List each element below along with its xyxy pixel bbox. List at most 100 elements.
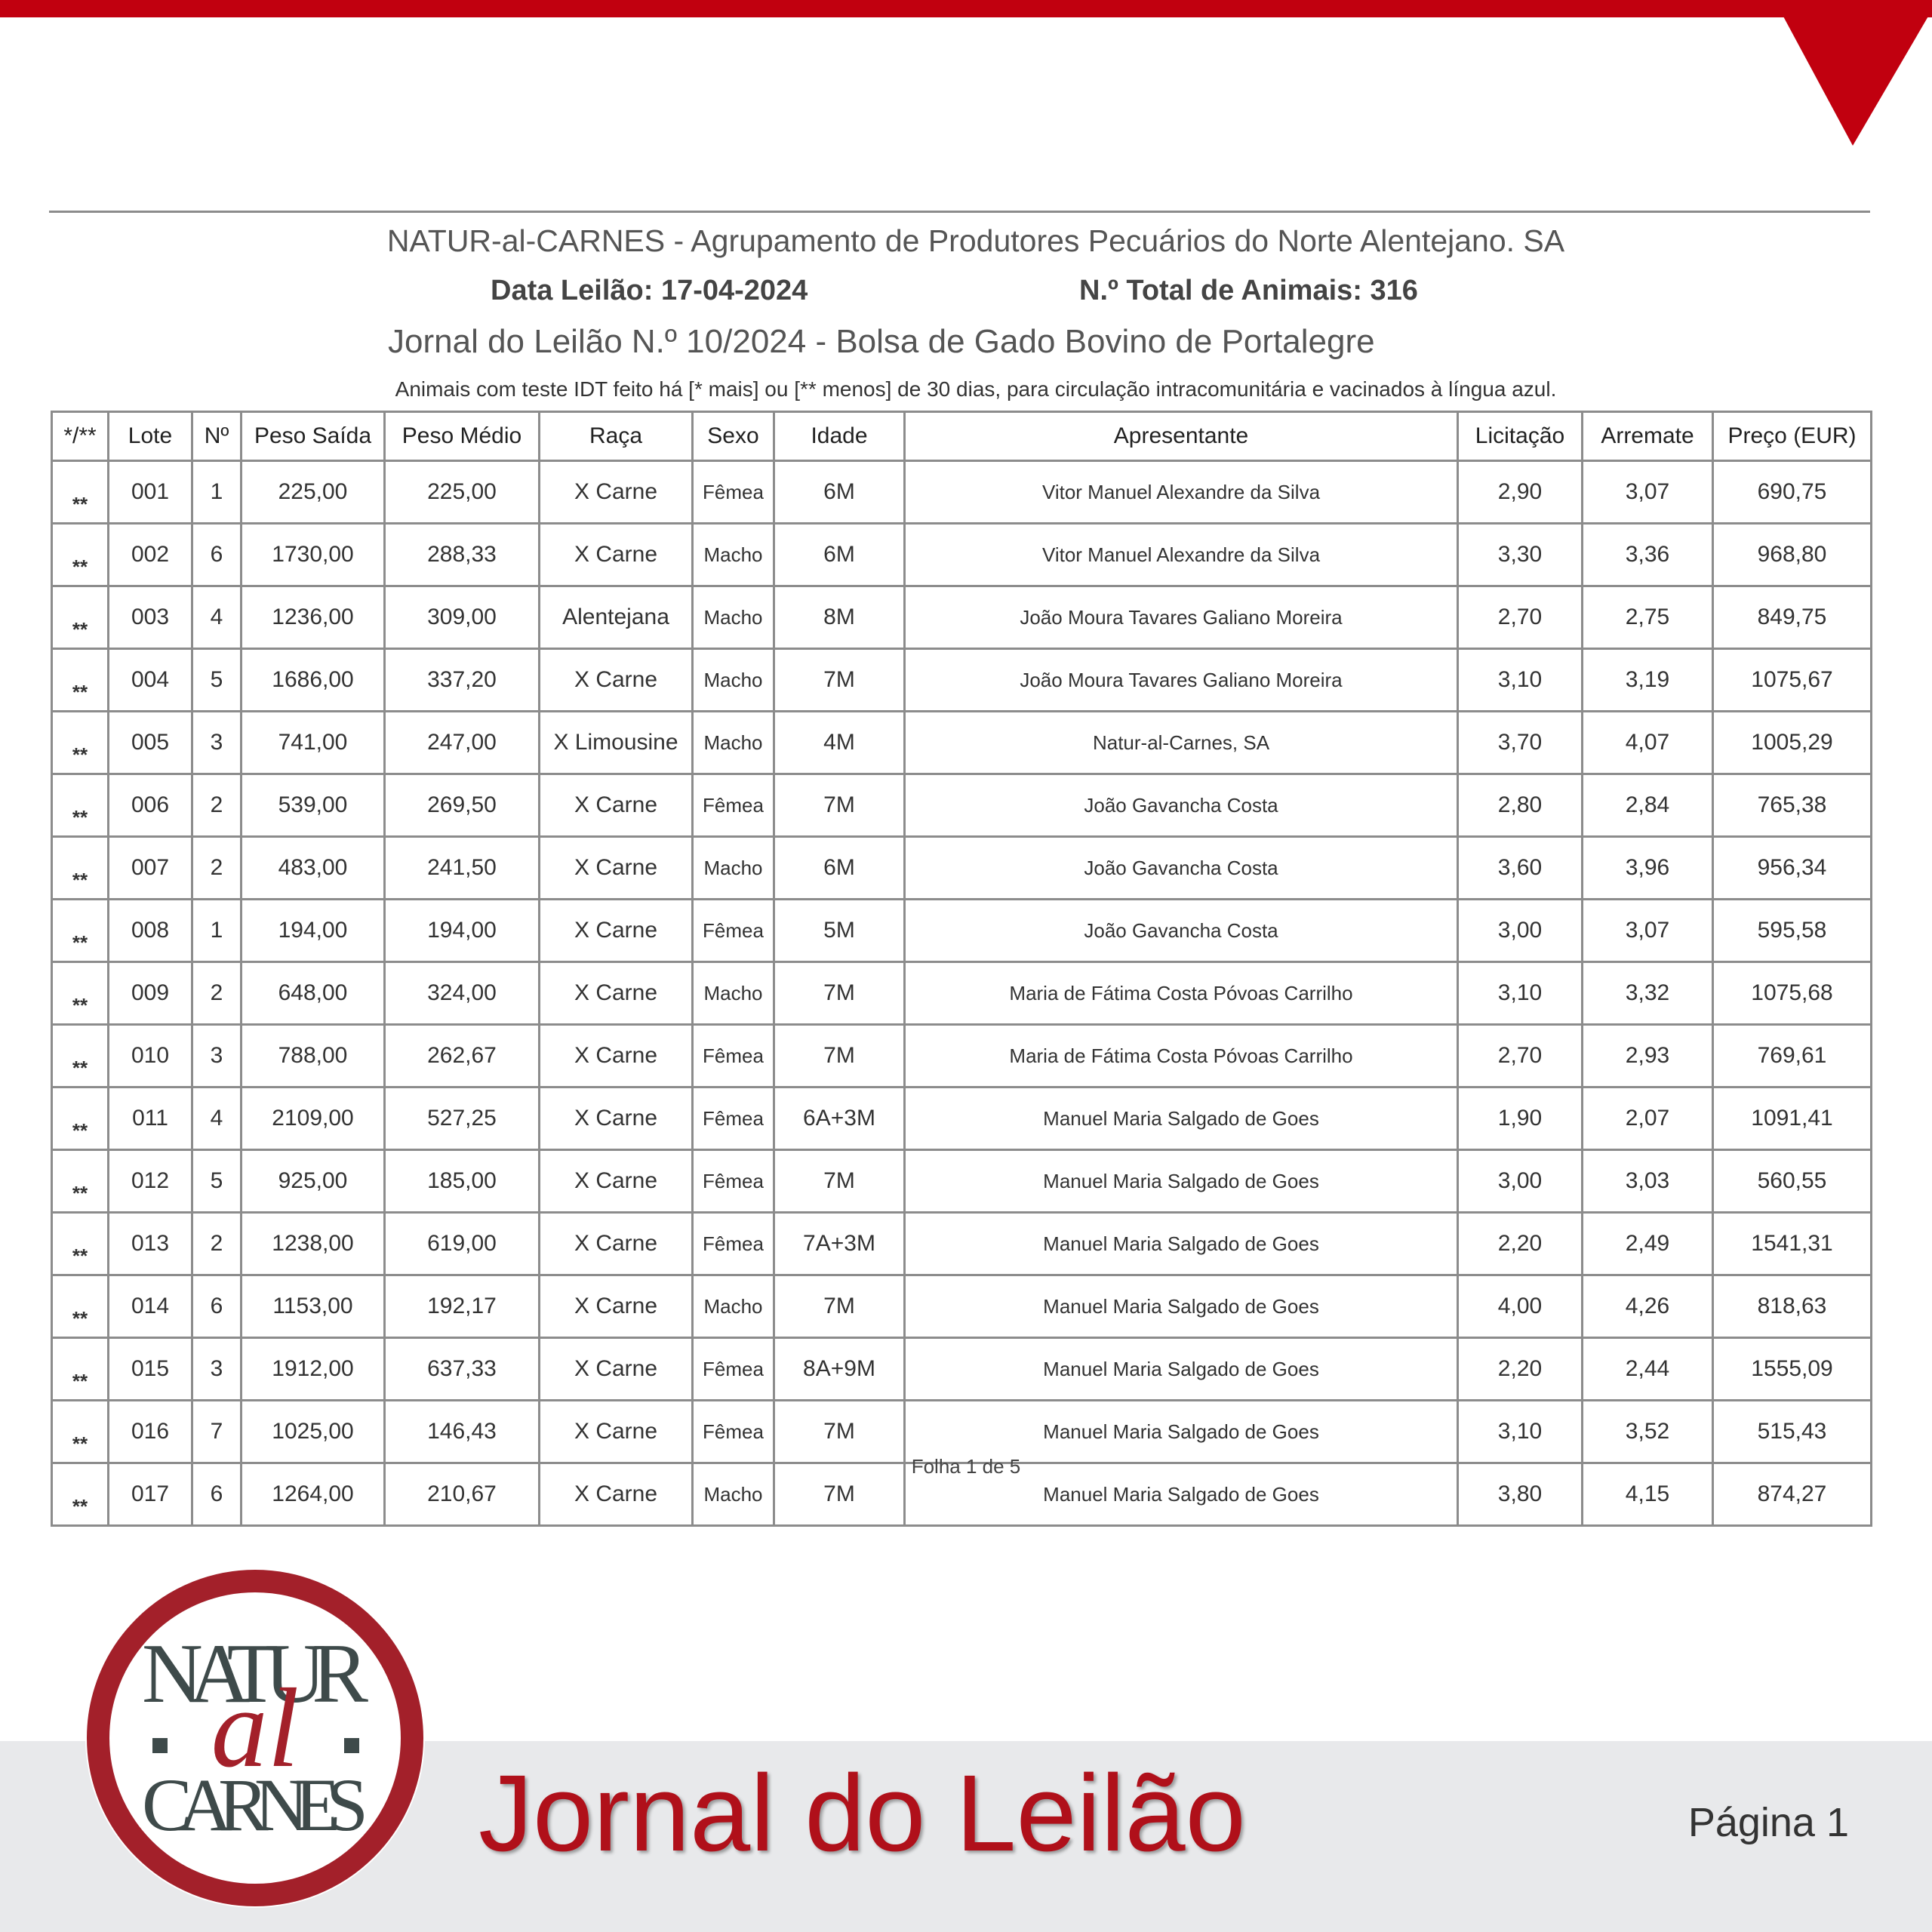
table-cell: Maria de Fátima Costa Póvoas Carrilho bbox=[903, 1023, 1459, 1088]
table-cell: 2,44 bbox=[1581, 1337, 1714, 1401]
table-cell: 1 bbox=[191, 898, 242, 963]
table-cell: 2109,00 bbox=[240, 1086, 386, 1151]
table-cell: 6A+3M bbox=[773, 1086, 906, 1151]
table-cell: ** bbox=[51, 1149, 109, 1214]
banner-title: Jornal do Leilão bbox=[478, 1752, 1246, 1874]
table-cell: ** bbox=[51, 1399, 109, 1464]
table-cell: 1730,00 bbox=[240, 522, 386, 587]
table-cell: 324,00 bbox=[383, 961, 540, 1026]
table-cell: 2 bbox=[191, 1211, 242, 1276]
table-cell: X Carne bbox=[538, 1399, 694, 1464]
table-cell: 210,67 bbox=[383, 1462, 540, 1527]
column-header: Arremate bbox=[1581, 411, 1714, 462]
table-cell: Fêmea bbox=[691, 773, 775, 838]
table-cell: 2,90 bbox=[1457, 460, 1583, 525]
table-cell: 3,32 bbox=[1581, 961, 1714, 1026]
table-cell: 3,70 bbox=[1457, 710, 1583, 775]
table-cell: 3,03 bbox=[1581, 1149, 1714, 1214]
table-cell: 006 bbox=[107, 773, 193, 838]
table-cell: 849,75 bbox=[1712, 585, 1872, 650]
top-decoration bbox=[0, 0, 1932, 146]
table-row: ** 012 5 925,00 185,00 X Carne Fêmea 7M Manuel M… bbox=[51, 1149, 1872, 1214]
table-cell: 874,27 bbox=[1712, 1462, 1872, 1527]
table-cell: 3,36 bbox=[1581, 522, 1714, 587]
table-cell: Alentejana bbox=[538, 585, 694, 650]
table-cell: 5M bbox=[773, 898, 906, 963]
table-cell: Fêmea bbox=[691, 1086, 775, 1151]
logo: NATUR al CARNES bbox=[85, 1568, 425, 1908]
table-cell: Macho bbox=[691, 648, 775, 712]
table-cell: 6M bbox=[773, 835, 906, 900]
table-cell: 225,00 bbox=[383, 460, 540, 525]
table-cell: 6M bbox=[773, 460, 906, 525]
table-cell: Vitor Manuel Alexandre da Silva bbox=[903, 522, 1459, 587]
table-cell: 619,00 bbox=[383, 1211, 540, 1276]
table-row: ** 004 5 1686,00 337,20 X Carne Macho 7M João Mo… bbox=[51, 648, 1872, 712]
table-cell: ** bbox=[51, 898, 109, 963]
column-header: Sexo bbox=[691, 411, 775, 462]
table-cell: 3,10 bbox=[1457, 961, 1583, 1026]
table-cell: 2 bbox=[191, 835, 242, 900]
table-cell: 192,17 bbox=[383, 1274, 540, 1339]
table-cell: X Carne bbox=[538, 1274, 694, 1339]
table-cell: Macho bbox=[691, 1274, 775, 1339]
table-cell: 1075,67 bbox=[1712, 648, 1872, 712]
table-cell: 011 bbox=[107, 1086, 193, 1151]
table-row: ** 011 4 2109,00 527,25 X Carne Fêmea 6A+3M Manu… bbox=[51, 1086, 1872, 1151]
table-cell: Vitor Manuel Alexandre da Silva bbox=[903, 460, 1459, 525]
table-cell: 539,00 bbox=[240, 773, 386, 838]
table-cell: X Carne bbox=[538, 1086, 694, 1151]
table-cell: João Moura Tavares Galiano Moreira bbox=[903, 648, 1459, 712]
table-cell: 515,43 bbox=[1712, 1399, 1872, 1464]
table-cell: 001 bbox=[107, 460, 193, 525]
table-cell: X Carne bbox=[538, 773, 694, 838]
table-cell: 4,15 bbox=[1581, 1462, 1714, 1527]
table-cell: 7M bbox=[773, 773, 906, 838]
table-cell: 4 bbox=[191, 1086, 242, 1151]
table-cell: Maria de Fátima Costa Póvoas Carrilho bbox=[903, 961, 1459, 1026]
table-cell: Fêmea bbox=[691, 460, 775, 525]
table-cell: ** bbox=[51, 961, 109, 1026]
table-cell: 1005,29 bbox=[1712, 710, 1872, 775]
table-cell: Macho bbox=[691, 1462, 775, 1527]
table-cell: Fêmea bbox=[691, 1211, 775, 1276]
table-cell: 3,30 bbox=[1457, 522, 1583, 587]
table-cell: 7M bbox=[773, 648, 906, 712]
table-cell: Fêmea bbox=[691, 1023, 775, 1088]
table-cell: 1264,00 bbox=[240, 1462, 386, 1527]
column-header: Preço (EUR) bbox=[1712, 411, 1872, 462]
table-cell: 3,19 bbox=[1581, 648, 1714, 712]
table-row: ** 002 6 1730,00 288,33 X Carne Macho 6M Vitor M… bbox=[51, 522, 1872, 587]
column-header: Licitação bbox=[1457, 411, 1583, 462]
table-cell: 956,34 bbox=[1712, 835, 1872, 900]
table-cell: Fêmea bbox=[691, 1149, 775, 1214]
table-row: ** 003 4 1236,00 309,00 Alentejana Macho 8M João… bbox=[51, 585, 1872, 650]
table-cell: Manuel Maria Salgado de Goes bbox=[903, 1149, 1459, 1214]
table-cell: 1075,68 bbox=[1712, 961, 1872, 1026]
table-cell: 1 bbox=[191, 460, 242, 525]
table-cell: Fêmea bbox=[691, 1399, 775, 1464]
table-cell: 008 bbox=[107, 898, 193, 963]
table-cell: 1541,31 bbox=[1712, 1211, 1872, 1276]
table-cell: 004 bbox=[107, 648, 193, 712]
table-cell: 225,00 bbox=[240, 460, 386, 525]
table-cell: Manuel Maria Salgado de Goes bbox=[903, 1211, 1459, 1276]
table-cell: 3,60 bbox=[1457, 835, 1583, 900]
table-cell: Macho bbox=[691, 961, 775, 1026]
auction-table: */** Lote Nº Peso Saída Peso Médio Raça Sexo Id… bbox=[51, 411, 1872, 1527]
table-cell: 6M bbox=[773, 522, 906, 587]
table-cell: 4M bbox=[773, 710, 906, 775]
table-cell: 010 bbox=[107, 1023, 193, 1088]
table-cell: 009 bbox=[107, 961, 193, 1026]
table-cell: 1236,00 bbox=[240, 585, 386, 650]
table-cell: 1153,00 bbox=[240, 1274, 386, 1339]
table-row: ** 008 1 194,00 194,00 X Carne Fêmea 5M João Gav… bbox=[51, 898, 1872, 963]
table-cell: Fêmea bbox=[691, 1337, 775, 1401]
table-cell: ** bbox=[51, 648, 109, 712]
table-cell: 146,43 bbox=[383, 1399, 540, 1464]
table-cell: 1912,00 bbox=[240, 1337, 386, 1401]
table-cell: X Carne bbox=[538, 961, 694, 1026]
table-cell: 818,63 bbox=[1712, 1274, 1872, 1339]
table-cell: 3,00 bbox=[1457, 1149, 1583, 1214]
table-cell: X Carne bbox=[538, 522, 694, 587]
